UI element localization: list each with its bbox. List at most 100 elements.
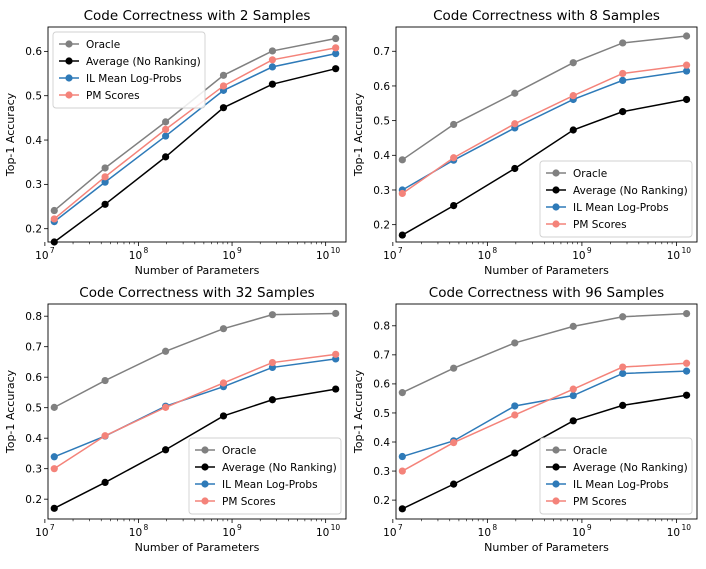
data-point <box>450 364 458 372</box>
legend-marker <box>552 497 560 505</box>
data-point <box>569 126 577 134</box>
data-point <box>268 56 277 64</box>
data-point <box>569 92 577 100</box>
legend-entry: IL Mean Log-Probs <box>546 202 669 214</box>
y-tick-label: 0.5 <box>373 408 390 420</box>
data-point <box>332 385 340 393</box>
data-point <box>682 359 691 367</box>
legend-marker <box>552 169 560 177</box>
y-tick-label: 0.7 <box>373 46 390 58</box>
data-point <box>219 104 228 112</box>
y-axis-label: Top-1 Accuracy <box>352 92 365 177</box>
data-point <box>619 39 627 47</box>
legend-marker <box>65 91 73 99</box>
x-tick-label: 10 <box>129 250 142 262</box>
legend-box <box>188 437 342 515</box>
legend-marker <box>201 446 209 454</box>
legend-marker <box>201 497 209 505</box>
legend-marker <box>65 74 73 82</box>
legend-label: Average (No Ranking) <box>222 462 337 474</box>
data-point <box>569 59 577 67</box>
y-tick-label: 0.2 <box>25 224 42 236</box>
data-point <box>450 480 458 488</box>
data-point <box>619 76 627 85</box>
data-point <box>219 325 228 333</box>
data-point <box>398 505 406 513</box>
y-axis-label: Top-1 Accuracy <box>4 369 17 454</box>
legend-label: Average (No Ranking) <box>573 185 688 197</box>
legend-label: Oracle <box>573 445 607 457</box>
legend-label: Average (No Ranking) <box>86 56 201 68</box>
x-tick-exponent: 10 <box>681 523 691 532</box>
y-axis-label: Top-1 Accuracy <box>4 92 17 177</box>
data-point <box>50 215 58 223</box>
x-tick-exponent: 10 <box>331 523 341 532</box>
legend-entry: Average (No Ranking) <box>195 462 337 474</box>
data-point <box>268 396 277 404</box>
legend-entry: Oracle <box>59 39 120 51</box>
subplot-2: Code Correctness with 8 Samples 0.2 0.3 0.4… <box>352 8 698 277</box>
series-line <box>401 35 687 161</box>
data-point <box>569 385 577 393</box>
data-point <box>682 32 691 40</box>
data-point <box>682 95 691 104</box>
data-point <box>511 449 519 457</box>
series-oracle <box>398 309 691 397</box>
legend-label: IL Mean Log-Probs <box>573 479 669 491</box>
series-average-no-ranking <box>398 95 691 239</box>
series-line <box>401 362 687 472</box>
x-tick-label: 10 <box>35 527 48 539</box>
series-average-no-ranking <box>50 385 340 512</box>
y-axis-label: Top-1 Accuracy <box>352 369 365 454</box>
chart-title: Code Correctness with 8 Samples <box>433 8 660 24</box>
series-il-mean-log-probs <box>398 367 691 461</box>
x-tick-exponent: 10 <box>331 246 341 255</box>
y-tick-label: 0.3 <box>373 185 390 197</box>
data-point <box>398 389 406 397</box>
series-pm-scores <box>398 61 691 198</box>
subplot-3: Code Correctness with 32 Samples 0.2 0.3 0.… <box>4 285 347 554</box>
y-tick-label: 0.7 <box>373 350 390 362</box>
x-tick-exponent: 8 <box>492 246 497 255</box>
data-point <box>50 465 58 473</box>
axes-frame <box>47 303 347 520</box>
x-tick-label: 10 <box>478 250 491 262</box>
data-point <box>50 206 58 215</box>
legend-box <box>52 31 206 109</box>
data-point <box>50 453 58 461</box>
x-tick-exponent: 7 <box>50 246 55 255</box>
legend-marker <box>552 203 560 211</box>
legend-entry: PM Scores <box>195 496 276 508</box>
y-tick-label: 0.2 <box>25 494 42 506</box>
axes-frame <box>47 26 347 243</box>
y-tick-label: 0.4 <box>373 150 390 162</box>
y-tick-label: 0.4 <box>25 433 42 445</box>
x-tick-exponent: 7 <box>50 523 55 532</box>
legend-label: Oracle <box>573 168 607 180</box>
legend-label: IL Mean Log-Probs <box>86 73 182 85</box>
series-line <box>401 70 687 191</box>
legend-entry: IL Mean Log-Probs <box>546 479 669 491</box>
legend-entry: Average (No Ranking) <box>59 56 201 68</box>
x-tick-exponent: 9 <box>587 246 592 255</box>
subplot-1: Code Correctness with 2 Samples 0.2 0.3 0.4… <box>4 8 347 277</box>
data-point <box>268 80 277 88</box>
legend-entry: Average (No Ranking) <box>546 462 688 474</box>
x-tick-exponent: 9 <box>237 523 242 532</box>
data-point <box>682 309 691 318</box>
y-tick-label: 0.4 <box>373 437 390 449</box>
legend-label: PM Scores <box>573 496 627 508</box>
x-tick-label: 10 <box>222 527 235 539</box>
y-tick-label: 0.3 <box>25 179 42 191</box>
data-point <box>219 71 228 79</box>
legend-marker <box>552 463 560 471</box>
data-point <box>619 69 627 78</box>
y-tick-label: 0.3 <box>25 463 42 475</box>
data-point <box>398 452 406 461</box>
x-axis-label: Number of Parameters <box>484 541 609 554</box>
y-tick-label: 0.5 <box>25 91 42 103</box>
data-point <box>511 89 519 97</box>
x-tick-label: 10 <box>383 250 396 262</box>
